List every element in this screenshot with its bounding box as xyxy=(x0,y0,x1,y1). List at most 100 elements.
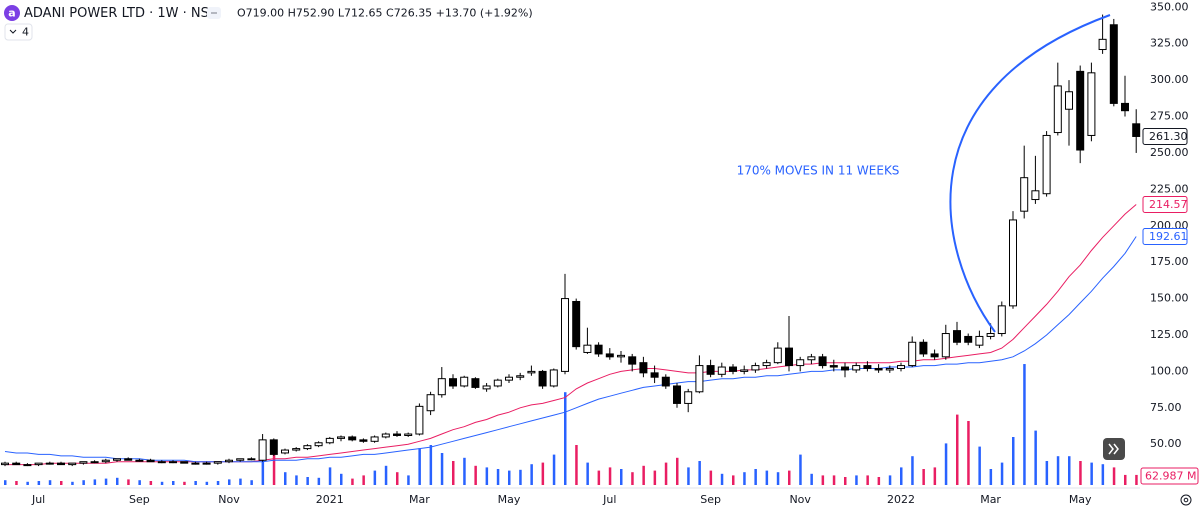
candle-body xyxy=(292,448,301,451)
candle-body xyxy=(549,369,558,387)
volume-bar xyxy=(194,481,197,485)
candle-body xyxy=(124,458,133,461)
volume-bar xyxy=(1079,461,1082,485)
candle-body xyxy=(426,394,435,412)
volume-bar xyxy=(866,475,869,485)
candle-body xyxy=(785,347,793,367)
candle-body xyxy=(762,362,771,367)
volume-bar xyxy=(4,480,7,485)
volume-bar xyxy=(1012,437,1015,485)
volume-bar xyxy=(1034,430,1037,485)
y-tick-label: 175.00 xyxy=(1150,255,1189,268)
volume-bar xyxy=(1023,364,1026,485)
price-tag xyxy=(1142,228,1188,246)
candle-body xyxy=(213,461,222,464)
volume-bar xyxy=(900,467,903,485)
candle-body xyxy=(807,356,816,361)
volume-bar xyxy=(911,456,914,485)
volume-bar xyxy=(967,421,970,485)
arc-drawing xyxy=(949,14,1111,333)
volume-bar xyxy=(362,475,365,485)
time-axis: Jul Sep Nov 2021 Mar May Jul Sep Nov 2022 Mar May xyxy=(31,493,1092,506)
candle-body xyxy=(45,462,54,465)
y-tick-label: 50.00 xyxy=(1150,437,1182,450)
candle-body xyxy=(829,365,838,368)
x-tick-label: Nov xyxy=(789,493,811,506)
volume-bar xyxy=(788,470,791,485)
volume-bar xyxy=(160,481,164,485)
price-axis: 25.0050.0075.00100.00125.00150.00175.002… xyxy=(1140,0,1199,487)
settings-icon[interactable] xyxy=(1180,494,1192,506)
candle-body xyxy=(303,445,312,450)
volume-bar xyxy=(1068,456,1071,485)
volume-bar xyxy=(821,475,825,485)
price-tag xyxy=(1142,127,1188,145)
candle-body xyxy=(941,333,950,358)
x-tick-label: May xyxy=(1069,493,1092,506)
volume-tag-label: 62.987 M xyxy=(1145,470,1196,483)
candle-body xyxy=(381,433,390,438)
candle-body xyxy=(460,376,469,387)
candle-body xyxy=(661,376,670,387)
x-tick-label: May xyxy=(498,493,521,506)
candle-body xyxy=(135,459,144,462)
candle-body xyxy=(684,391,693,404)
candle-body xyxy=(639,362,648,374)
x-tick-label: Jul xyxy=(602,493,616,506)
symbol-title: ADANI POWER LTD · 1W · NSE xyxy=(24,6,217,21)
candle-body xyxy=(885,367,894,371)
volume-bar xyxy=(429,445,433,485)
ohlc-values: O719.00 H752.90 L712.65 C726.35 +13.70 (… xyxy=(237,7,533,20)
candle-body xyxy=(437,378,446,396)
volume-bar xyxy=(373,470,377,485)
volume-bar xyxy=(384,465,388,485)
volume-bar xyxy=(340,473,343,485)
candle-body xyxy=(482,385,491,390)
candle-body xyxy=(90,461,99,464)
x-tick-label: Mar xyxy=(980,493,1001,506)
volume-bar xyxy=(765,470,769,485)
candle-body xyxy=(605,353,614,358)
volume-bar xyxy=(575,445,578,485)
volume-bar xyxy=(485,467,489,485)
moving-average xyxy=(4,236,1137,463)
candle-body xyxy=(1076,70,1085,151)
candle-body xyxy=(706,365,715,375)
candle-body xyxy=(740,369,749,372)
volume-bar xyxy=(799,454,802,485)
candle-body xyxy=(1031,190,1040,201)
indicators-toggle[interactable] xyxy=(4,23,33,41)
double-chevron xyxy=(1108,443,1119,455)
candle-body xyxy=(493,379,502,387)
x-tick-label: Sep xyxy=(700,493,721,506)
candle-body xyxy=(583,344,592,353)
x-tick-label: 2022 xyxy=(887,493,915,506)
candle-body xyxy=(449,378,457,387)
candle-body xyxy=(1042,134,1051,195)
volume-bar xyxy=(541,462,545,485)
candle-body xyxy=(23,464,32,467)
candle-body xyxy=(505,376,513,381)
candle-body xyxy=(953,330,961,343)
candle-body xyxy=(796,359,805,367)
y-tick-label: 300.00 xyxy=(1150,73,1189,86)
volume-bar xyxy=(239,478,242,485)
candle-body xyxy=(157,461,166,464)
volume-bar xyxy=(608,467,612,485)
volume-bar xyxy=(888,475,892,485)
volume-bar xyxy=(116,477,119,485)
candle-body xyxy=(471,378,480,388)
candle-body xyxy=(852,365,861,371)
volume-bar xyxy=(519,469,522,485)
volume-tag xyxy=(1140,467,1199,485)
candle-body xyxy=(673,385,681,404)
volume-bar xyxy=(989,469,993,485)
volume-bar xyxy=(272,454,276,485)
volume-bar xyxy=(26,481,29,485)
volume-bar xyxy=(48,480,52,485)
price-tag-label: 214.57 xyxy=(1149,198,1188,211)
scroll-to-latest[interactable] xyxy=(1103,438,1125,460)
